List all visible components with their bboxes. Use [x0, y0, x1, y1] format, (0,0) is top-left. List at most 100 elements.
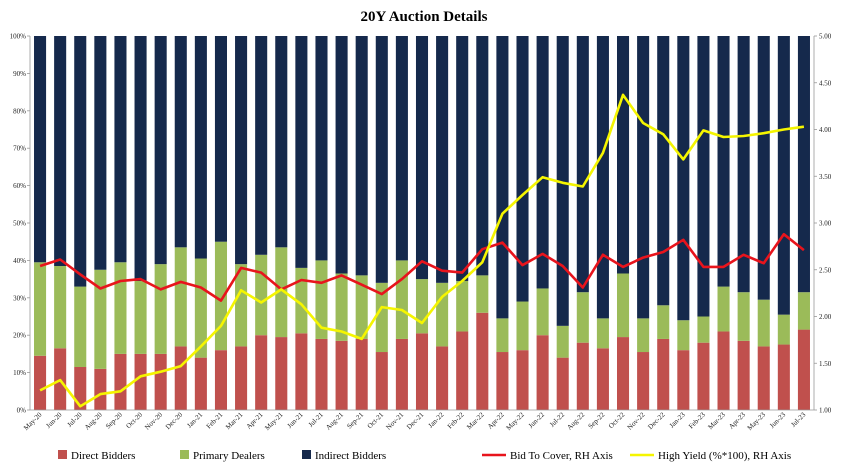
x-tick-label: Feb-23 [687, 410, 707, 430]
x-tick-label: Mar-23 [707, 410, 728, 431]
bar-primary-dealers-14 [315, 260, 328, 339]
bar-indirect-bidders-35 [737, 36, 750, 293]
bar-indirect-bidders-25 [536, 36, 549, 289]
bar-indirect-bidders-36 [757, 36, 770, 300]
bar-primary-dealers-35 [737, 292, 750, 341]
bar-direct-bidders-38 [797, 329, 810, 410]
x-tick-label: Feb-21 [205, 410, 225, 430]
bar-direct-bidders-27 [576, 342, 589, 410]
bar-direct-bidders-2 [74, 366, 87, 410]
x-tick-label: Dec-22 [646, 410, 667, 431]
bar-indirect-bidders-27 [576, 36, 589, 293]
x-tick-label: Nov-20 [143, 410, 164, 431]
x-tick-label: Apr-21 [245, 410, 265, 430]
bar-direct-bidders-25 [536, 335, 549, 410]
bar-primary-dealers-27 [576, 292, 589, 343]
legend-label-direct-bidders: Direct Bidders [71, 450, 135, 462]
bar-indirect-bidders-14 [315, 36, 328, 261]
legend-swatch-indirect-bidders [302, 450, 311, 459]
bar-direct-bidders-20 [436, 346, 449, 410]
left-tick-label: 90% [13, 70, 26, 78]
x-tick-label: Jul-22 [548, 410, 566, 428]
x-tick-label: Mar-22 [465, 410, 486, 431]
chart-title: 20Y Auction Details [361, 9, 488, 25]
bar-primary-dealers-11 [255, 254, 268, 336]
x-tick-label: Jan-22 [427, 410, 446, 429]
bar-direct-bidders-5 [134, 353, 147, 410]
x-tick-label: Jan-23 [668, 410, 687, 429]
x-tick-label: Aug-21 [324, 410, 345, 431]
bar-indirect-bidders-23 [496, 36, 509, 319]
bar-primary-dealers-25 [536, 288, 549, 336]
x-tick-label: Jun-22 [527, 410, 546, 429]
bar-indirect-bidders-11 [255, 36, 268, 255]
bar-direct-bidders-32 [677, 350, 690, 410]
bar-direct-bidders-3 [94, 368, 107, 410]
right-tick-label: 5.00 [819, 33, 832, 41]
line-high-yield-100-rh-axis [39, 93, 805, 408]
bar-primary-dealers-18 [395, 260, 408, 339]
bar-direct-bidders-9 [214, 350, 228, 410]
bar-primary-dealers-7 [174, 247, 187, 347]
bar-primary-dealers-1 [54, 266, 67, 349]
bar-indirect-bidders-33 [697, 36, 710, 317]
bar-indirect-bidders-3 [94, 36, 107, 270]
legend-swatch-direct-bidders [58, 450, 67, 459]
bar-direct-bidders-23 [496, 352, 509, 410]
bar-primary-dealers-33 [697, 316, 710, 343]
legend-label-high-yield-100-rh-axis: High Yield (%*100), RH Axis [658, 450, 791, 462]
left-tick-label: 70% [13, 145, 26, 153]
x-tick-label: Apr-23 [727, 410, 747, 430]
legend-swatch-primary-dealers [180, 450, 189, 459]
bar-direct-bidders-18 [395, 338, 408, 410]
x-tick-label: Nov-21 [385, 410, 406, 431]
bar-indirect-bidders-32 [677, 36, 690, 321]
bar-primary-dealers-6 [154, 264, 167, 354]
x-tick-label: Sep-21 [345, 410, 365, 430]
left-tick-label: 30% [13, 294, 26, 302]
bar-direct-bidders-16 [355, 338, 368, 410]
left-tick-label: 60% [13, 182, 26, 190]
right-tick-label: 4.50 [819, 79, 832, 87]
right-tick-label: 2.50 [819, 266, 832, 274]
bar-primary-dealers-38 [797, 292, 810, 330]
x-tick-label: May-22 [505, 410, 527, 432]
legend: Direct Bidders Primary Dealers Indirect Bi… [58, 450, 791, 462]
bar-primary-dealers-8 [194, 258, 207, 358]
left-tick-label: 10% [13, 369, 26, 377]
bar-direct-bidders-24 [516, 350, 529, 410]
bar-direct-bidders-14 [315, 338, 328, 410]
bar-indirect-bidders-21 [456, 36, 469, 281]
bar-indirect-bidders-9 [214, 36, 228, 242]
x-tick-label: Nov-22 [626, 410, 647, 431]
x-tick-label: Apr-22 [486, 410, 506, 430]
bar-direct-bidders-36 [757, 346, 770, 410]
bar-direct-bidders-35 [737, 340, 750, 410]
bar-indirect-bidders-18 [395, 36, 408, 261]
bar-indirect-bidders-8 [194, 36, 207, 259]
bar-primary-dealers-36 [757, 299, 770, 347]
bar-direct-bidders-29 [616, 337, 630, 410]
bar-indirect-bidders-6 [154, 36, 167, 265]
bar-primary-dealers-34 [717, 286, 730, 332]
right-tick-label: 4.00 [819, 126, 832, 134]
bar-indirect-bidders-24 [516, 36, 529, 302]
bar-primary-dealers-37 [777, 314, 790, 345]
right-tick-label: 2.00 [819, 313, 832, 321]
bar-direct-bidders-7 [174, 346, 187, 410]
x-tick-label: Oct-22 [607, 410, 627, 430]
x-tick-label: Jun-21 [286, 410, 305, 429]
x-tick-label: Jul-20 [66, 410, 84, 428]
bar-primary-dealers-28 [596, 318, 609, 349]
legend-label-indirect-bidders: Indirect Bidders [315, 450, 386, 462]
x-tick-label: Oct-21 [366, 410, 386, 430]
bar-direct-bidders-28 [596, 348, 609, 410]
bar-primary-dealers-13 [295, 267, 308, 334]
bar-indirect-bidders-5 [134, 36, 147, 281]
bar-direct-bidders-22 [476, 312, 489, 410]
right-tick-label: 1.50 [819, 360, 832, 368]
bar-direct-bidders-19 [415, 333, 429, 410]
bar-primary-dealers-29 [616, 273, 630, 338]
bar-indirect-bidders-0 [34, 36, 47, 263]
